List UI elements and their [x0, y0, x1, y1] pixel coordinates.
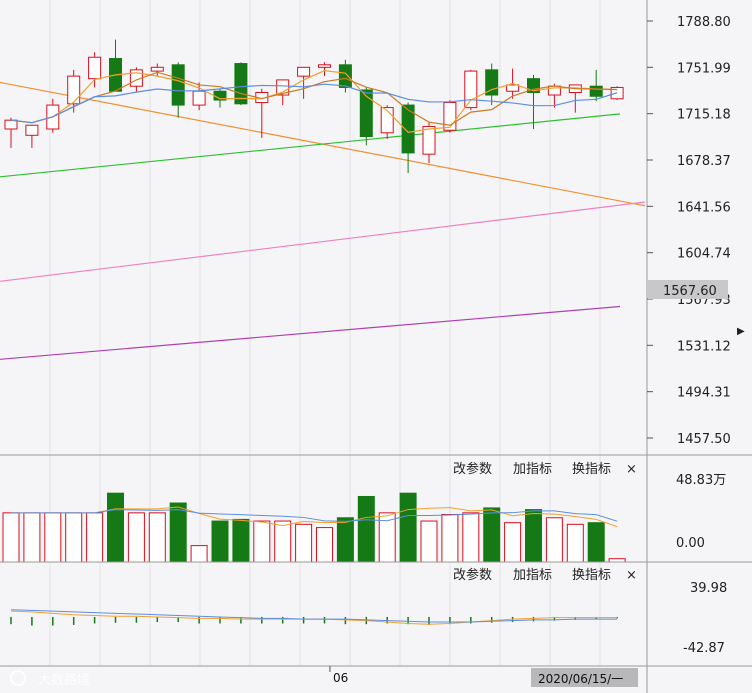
volume-bar — [483, 507, 501, 563]
candle-body — [359, 89, 373, 138]
candle-body — [4, 119, 18, 130]
macd-toolbar: 改参数 加指标 换指标 × — [453, 567, 637, 583]
volume-bar — [148, 512, 166, 563]
pink-line — [0, 201, 646, 282]
volume-bar — [190, 545, 208, 563]
candle-body — [506, 84, 520, 92]
volume-bar — [525, 509, 542, 563]
volume-bar — [441, 513, 459, 563]
volume-bar — [127, 512, 145, 563]
volume-bar — [211, 520, 229, 563]
vol-edit-params-button[interactable]: 改参数 — [453, 461, 492, 477]
grid-lines — [49, 0, 601, 666]
macd-y-min-label: -42.87 — [683, 641, 725, 656]
watermark-logo-icon — [10, 670, 26, 686]
volume-bar — [65, 512, 83, 563]
volume-bar — [420, 520, 438, 563]
price-tick-label: 1604.74 — [677, 247, 731, 262]
volume-bar — [232, 518, 250, 563]
vol-y-max-label: 48.83万 — [676, 473, 726, 488]
candle-body — [443, 102, 457, 131]
volume-bar — [86, 512, 104, 563]
vol-add-indicator-button[interactable]: 加指标 — [513, 462, 552, 477]
candle-body — [318, 64, 331, 68]
volume-bar — [23, 512, 41, 563]
macd-switch-indicator-button[interactable]: 换指标 — [572, 568, 611, 583]
macd-add-indicator-button[interactable]: 加指标 — [513, 568, 552, 583]
vol-ma10-line — [11, 509, 618, 522]
volume-panel — [2, 492, 626, 563]
vol-switch-indicator-button[interactable]: 换指标 — [572, 462, 611, 477]
macd-edit-params-button[interactable]: 改参数 — [453, 567, 492, 583]
x-axis: 06 — [329, 666, 348, 685]
volume-bar — [2, 512, 20, 563]
volume-toolbar: 改参数 加指标 换指标 × — [453, 461, 637, 477]
price-tick-label: 1751.99 — [677, 61, 731, 76]
macd-close-icon[interactable]: × — [626, 568, 637, 583]
macd-dea-line — [10, 609, 618, 623]
candle-body — [589, 85, 603, 97]
candle-body — [88, 56, 102, 80]
volume-bar — [107, 492, 124, 563]
candle-body — [464, 70, 478, 109]
cursor-date-box: 2020/06/15/一 — [531, 668, 638, 687]
candle-body — [276, 79, 290, 96]
price-tick-label: 1457.50 — [677, 432, 731, 447]
ma-mid-line — [10, 71, 618, 126]
volume-bar — [253, 520, 271, 563]
price-tick-label: 1678.37 — [677, 154, 731, 169]
volume-bar — [295, 523, 313, 563]
macd-y-max-label: 39.98 — [690, 581, 727, 596]
price-tick-label: 1531.12 — [677, 339, 731, 354]
volume-bar — [44, 512, 62, 563]
price-tick-label: 1494.31 — [677, 386, 731, 401]
candle-body — [338, 64, 352, 88]
candle-body — [25, 124, 39, 136]
trend-lines — [0, 81, 646, 360]
price-tick-label: 1715.18 — [677, 108, 731, 123]
cursor-date-label: 2020/06/15/一 — [538, 672, 623, 686]
volume-bar — [274, 520, 292, 563]
volume-bar — [504, 522, 522, 563]
candle-body — [297, 66, 311, 77]
x-tick-label: 06 — [333, 671, 348, 685]
ma-short-line — [10, 70, 618, 133]
volume-bar — [462, 512, 480, 563]
price-tick-label: 1641.56 — [677, 200, 731, 215]
long-ma-line — [0, 113, 621, 178]
volume-bar — [316, 527, 333, 563]
vol-ma5-line — [11, 506, 618, 528]
vol-y-zero-label: 0.00 — [676, 536, 705, 551]
candle-body — [422, 125, 436, 155]
current-price-tag: 1567.60 — [648, 280, 728, 299]
volume-bar — [399, 492, 417, 563]
moving-averages — [10, 70, 618, 133]
watermark-text: 大数路境 — [38, 672, 90, 688]
ma-long-line — [10, 83, 618, 124]
expand-arrow-icon[interactable]: ▶ — [737, 326, 745, 337]
macd-panel — [10, 609, 618, 626]
current-price-label: 1567.60 — [663, 284, 717, 299]
candle-body — [67, 75, 81, 105]
candles — [4, 39, 624, 174]
price-tick-label: 1788.80 — [677, 15, 731, 30]
volume-bar — [357, 495, 375, 563]
volume-bar — [169, 502, 187, 563]
watermark: 大数路境 — [10, 670, 90, 688]
volume-bar — [587, 522, 605, 563]
purple-line — [0, 305, 621, 360]
volume-bar — [566, 523, 584, 563]
vol-close-icon[interactable]: × — [626, 462, 637, 477]
candle-body — [401, 104, 415, 154]
candle-body — [171, 64, 185, 106]
candle-body — [192, 90, 206, 106]
volume-bar — [336, 517, 354, 563]
candle-body — [150, 66, 164, 72]
volume-bar — [545, 517, 563, 563]
price-y-axis: 1788.80 1751.99 1715.18 1678.37 1641.56 1604.… — [647, 15, 731, 447]
